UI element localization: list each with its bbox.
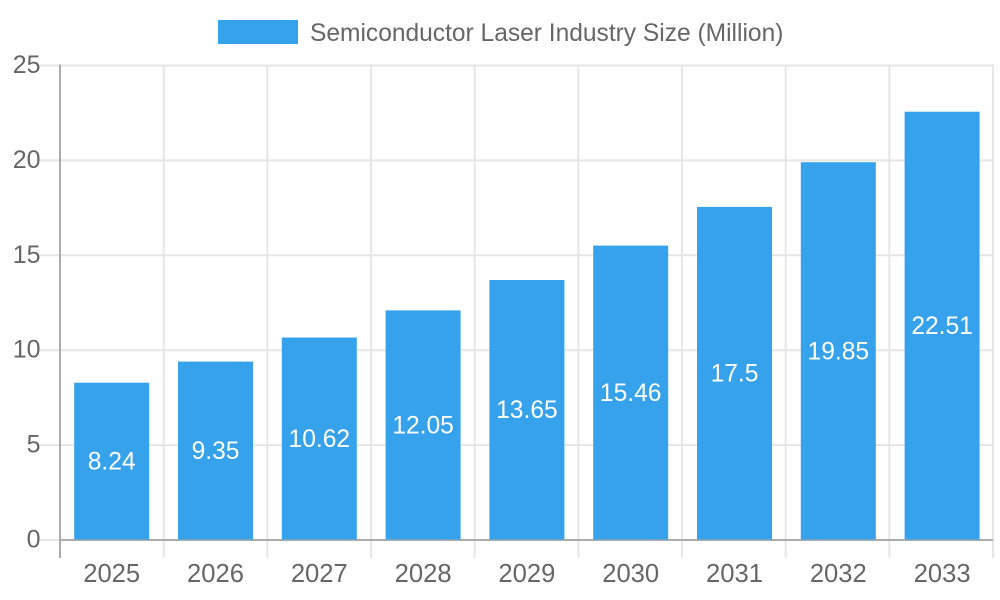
svg-text:12.05: 12.05 (392, 412, 454, 439)
svg-text:15: 15 (13, 241, 41, 269)
svg-text:20: 20 (13, 146, 41, 174)
svg-text:2029: 2029 (498, 560, 555, 588)
svg-text:2028: 2028 (395, 560, 452, 588)
svg-text:2026: 2026 (187, 560, 244, 588)
svg-text:2033: 2033 (914, 560, 971, 588)
svg-text:22.51: 22.51 (911, 313, 973, 340)
svg-text:17.5: 17.5 (711, 361, 759, 388)
svg-text:5: 5 (27, 431, 41, 459)
svg-text:2032: 2032 (810, 560, 867, 588)
svg-text:2025: 2025 (83, 560, 140, 588)
svg-text:2030: 2030 (602, 560, 659, 588)
svg-text:0: 0 (27, 526, 41, 554)
svg-text:19.85: 19.85 (808, 338, 870, 365)
svg-text:25: 25 (13, 51, 41, 79)
svg-text:15.46: 15.46 (600, 380, 662, 407)
svg-text:10.62: 10.62 (289, 426, 351, 453)
svg-text:Semiconductor Laser Industry S: Semiconductor Laser Industry Size (Milli… (310, 20, 783, 47)
svg-text:2031: 2031 (706, 560, 763, 588)
svg-text:9.35: 9.35 (192, 438, 240, 465)
svg-text:10: 10 (13, 336, 41, 364)
svg-text:2027: 2027 (291, 560, 348, 588)
svg-text:8.24: 8.24 (88, 449, 136, 476)
svg-text:13.65: 13.65 (496, 397, 558, 424)
